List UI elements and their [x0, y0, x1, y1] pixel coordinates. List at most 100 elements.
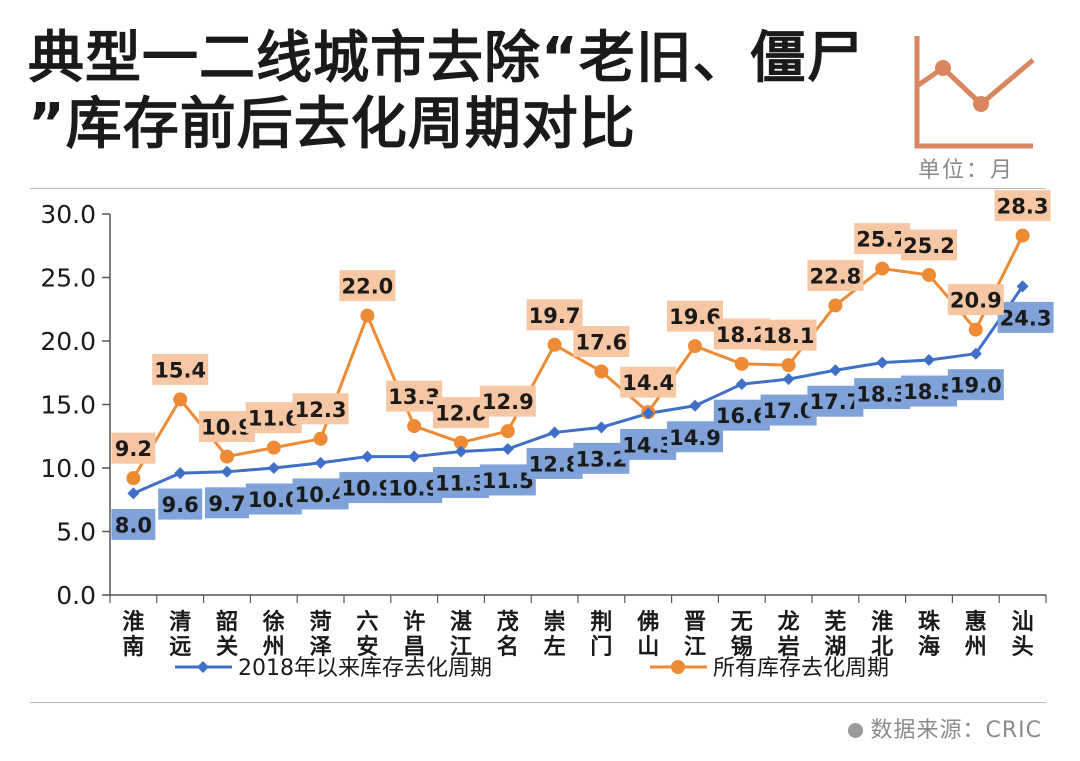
- data-label-since-2018: 16.6: [716, 404, 768, 428]
- x-tick-label: 左: [544, 634, 566, 660]
- data-label-all-inventory: 22.8: [809, 264, 861, 288]
- data-label-all-inventory-bg: [901, 229, 957, 261]
- x-tick-label: 北: [871, 635, 893, 660]
- y-tick-label: 30.0: [40, 200, 96, 229]
- data-label-since-2018-bg: [620, 428, 677, 460]
- data-label-since-2018-bg: [667, 421, 723, 453]
- data-label-since-2018: 10.0: [248, 488, 300, 512]
- y-tick-label: 0.0: [56, 581, 96, 610]
- x-tick-label: 晋: [684, 610, 706, 635]
- point-since-2018: [548, 426, 561, 439]
- point-all-inventory: [547, 337, 562, 352]
- y-tick-label: 5.0: [56, 518, 96, 547]
- point-all-inventory: [688, 339, 702, 354]
- data-label-all-inventory: 25.2: [903, 234, 955, 258]
- data-label-since-2018: 24.3: [1000, 306, 1052, 330]
- data-label-all-inventory-bg: [947, 284, 1004, 316]
- data-label-all-inventory-bg: [760, 319, 817, 351]
- x-tick-label: 名: [497, 634, 519, 660]
- data-label-all-inventory-bg: [292, 393, 349, 425]
- data-label-all-inventory: 19.7: [529, 304, 581, 328]
- data-label-all-inventory: 28.3: [997, 195, 1049, 219]
- data-label-since-2018-bg: [245, 483, 302, 515]
- data-label-since-2018: 13.2: [575, 447, 627, 471]
- data-label-since-2018-bg: [713, 399, 770, 431]
- data-label-all-inventory: 17.6: [575, 330, 627, 354]
- data-label-since-2018-bg: [760, 394, 817, 426]
- data-label-all-inventory-bg: [667, 300, 723, 332]
- series-line-since-2018: [132, 285, 1024, 495]
- legend-label-all-inventory: 所有库存去化周期: [713, 656, 889, 681]
- x-tick-label: 崇: [544, 610, 566, 635]
- point-since-2018: [267, 462, 280, 474]
- data-label-all-inventory: 19.6: [669, 305, 721, 329]
- x-tick-label: 芜: [824, 610, 846, 635]
- data-label-all-inventory: 12.3: [295, 398, 347, 422]
- title-line-2: ”库存前后去化周期对比: [28, 92, 636, 157]
- x-tick-label: 江: [684, 635, 706, 660]
- point-since-2018: [221, 465, 233, 478]
- x-tick-label: 州: [965, 635, 987, 660]
- data-label-since-2018-bg: [854, 378, 911, 410]
- point-since-2018: [455, 445, 467, 458]
- data-label-all-inventory: 18.1: [763, 324, 815, 348]
- data-label-all-inventory-bg: [526, 299, 583, 331]
- data-label-all-inventory: 22.0: [341, 275, 393, 299]
- data-label-all-inventory: 11.6: [248, 407, 300, 431]
- series-line-all-inventory: [132, 234, 1024, 479]
- data-label-since-2018-bg: [997, 301, 1054, 333]
- data-label-since-2018-bg: [479, 464, 536, 496]
- data-label-all-inventory-bg: [433, 397, 489, 429]
- data-label-since-2018: 10.9: [388, 477, 440, 501]
- point-all-inventory: [500, 424, 515, 439]
- x-tick-label: 清: [169, 609, 191, 635]
- point-all-inventory: [407, 419, 422, 434]
- point-since-2018: [642, 407, 655, 420]
- x-tick-label: 许: [403, 609, 425, 635]
- point-all-inventory: [266, 440, 281, 455]
- data-label-all-inventory-bg: [854, 223, 911, 255]
- data-label-all-inventory: 9.2: [115, 437, 152, 461]
- point-since-2018: [969, 347, 982, 360]
- point-since-2018: [314, 456, 327, 469]
- y-tick-label: 10.0: [40, 454, 96, 483]
- point-all-inventory: [126, 471, 141, 486]
- point-all-inventory: [220, 449, 234, 464]
- point-all-inventory: [828, 298, 843, 313]
- x-tick-label: 六: [356, 610, 378, 635]
- x-tick-label: 龙: [778, 610, 800, 635]
- point-since-2018: [408, 450, 421, 463]
- x-tick-label: 关: [216, 635, 238, 660]
- top-divider: [30, 188, 1046, 189]
- data-label-since-2018: 8.0: [115, 513, 152, 537]
- data-label-since-2018: 17.0: [763, 399, 815, 423]
- x-tick-label: 佛: [636, 610, 659, 635]
- x-tick-label: 徐: [262, 609, 285, 635]
- x-tick-label: 汕: [1012, 610, 1034, 635]
- x-tick-label: 荆: [590, 610, 612, 635]
- point-all-inventory: [1015, 228, 1030, 243]
- x-tick-label: 江: [450, 635, 472, 660]
- data-label-all-inventory-bg: [339, 270, 396, 302]
- x-tick-label: 湖: [824, 635, 846, 660]
- point-since-2018: [361, 450, 374, 463]
- x-tick-label: 远: [169, 635, 191, 660]
- x-tick-label: 泽: [310, 635, 332, 660]
- x-tick-label: 韶: [216, 609, 238, 635]
- data-label-all-inventory-bg: [199, 411, 255, 443]
- point-all-inventory: [313, 431, 328, 446]
- y-tick-label: 15.0: [40, 391, 96, 420]
- data-label-since-2018-bg: [386, 472, 443, 504]
- bottom-divider: [30, 702, 1046, 703]
- data-label-all-inventory-bg: [713, 318, 770, 350]
- point-all-inventory: [173, 392, 188, 407]
- chart-title: 典型一二线城市去除“老旧、僵尸 ”库存前后去化周期对比: [28, 26, 898, 158]
- x-tick-label: 头: [1012, 635, 1034, 660]
- data-label-all-inventory: 12.0: [435, 402, 487, 426]
- data-label-all-inventory: 15.4: [154, 358, 206, 382]
- point-since-2018: [876, 356, 889, 369]
- data-label-since-2018-bg: [292, 478, 349, 510]
- data-label-all-inventory: 12.9: [482, 390, 534, 414]
- data-label-since-2018-bg: [339, 472, 396, 504]
- bullet-icon: [847, 723, 863, 738]
